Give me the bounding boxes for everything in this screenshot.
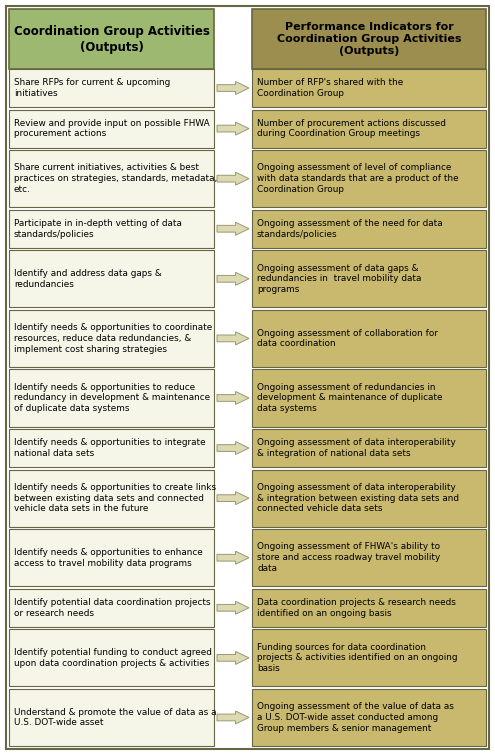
Text: Ongoing assessment of the need for data
standards/policies: Ongoing assessment of the need for data … <box>257 219 443 239</box>
FancyBboxPatch shape <box>252 589 486 627</box>
Text: Identify needs & opportunities to integrate
national data sets: Identify needs & opportunities to integr… <box>14 438 205 458</box>
Text: Ongoing assessment of data interoperability
& integration between existing data : Ongoing assessment of data interoperabil… <box>257 483 459 513</box>
FancyBboxPatch shape <box>9 689 214 746</box>
Text: Understand & promote the value of data as a
U.S. DOT-wide asset: Understand & promote the value of data a… <box>14 707 216 727</box>
FancyBboxPatch shape <box>9 369 214 427</box>
Polygon shape <box>217 122 249 135</box>
Polygon shape <box>217 442 249 455</box>
FancyBboxPatch shape <box>9 250 214 307</box>
Text: Ongoing assessment of redundancies in
development & maintenance of duplicate
dat: Ongoing assessment of redundancies in de… <box>257 383 443 413</box>
Text: Ongoing assessment of collaboration for
data coordination: Ongoing assessment of collaboration for … <box>257 328 438 348</box>
Text: Identify needs & opportunities to reduce
redundancy in development & maintenance: Identify needs & opportunities to reduce… <box>14 383 210 413</box>
FancyBboxPatch shape <box>9 310 214 367</box>
Text: Identify needs & opportunities to create links
between existing data sets and co: Identify needs & opportunities to create… <box>14 483 216 513</box>
Text: Number of RFP's shared with the
Coordination Group: Number of RFP's shared with the Coordina… <box>257 79 403 98</box>
Polygon shape <box>217 601 249 615</box>
Text: Identify needs & opportunities to coordinate
resources, reduce data redundancies: Identify needs & opportunities to coordi… <box>14 323 212 353</box>
FancyBboxPatch shape <box>252 689 486 746</box>
Text: Ongoing assessment of level of compliance
with data standards that are a product: Ongoing assessment of level of complianc… <box>257 163 459 194</box>
FancyBboxPatch shape <box>9 630 214 686</box>
Text: Funding sources for data coordination
projects & activities identified on an ong: Funding sources for data coordination pr… <box>257 643 457 673</box>
Text: Identify potential funding to conduct agreed
upon data coordination projects & a: Identify potential funding to conduct ag… <box>14 648 212 667</box>
Text: Number of procurement actions discussed
during Coordination Group meetings: Number of procurement actions discussed … <box>257 119 446 138</box>
FancyBboxPatch shape <box>9 210 214 248</box>
Polygon shape <box>217 711 249 724</box>
Text: Performance Indicators for
Coordination Group Activities
(Outputs): Performance Indicators for Coordination … <box>277 22 461 57</box>
Text: Identify and address data gaps &
redundancies: Identify and address data gaps & redunda… <box>14 269 162 288</box>
Text: Review and provide input on possible FHWA
procurement actions: Review and provide input on possible FHW… <box>14 119 210 138</box>
FancyBboxPatch shape <box>9 429 214 467</box>
FancyBboxPatch shape <box>252 9 486 69</box>
FancyBboxPatch shape <box>252 470 486 527</box>
FancyBboxPatch shape <box>9 109 214 148</box>
FancyBboxPatch shape <box>9 150 214 207</box>
Text: Coordination Group Activities
(Outputs): Coordination Group Activities (Outputs) <box>13 24 209 54</box>
FancyBboxPatch shape <box>252 150 486 207</box>
FancyBboxPatch shape <box>252 429 486 467</box>
FancyBboxPatch shape <box>252 210 486 248</box>
FancyBboxPatch shape <box>9 529 214 587</box>
FancyBboxPatch shape <box>252 529 486 587</box>
FancyBboxPatch shape <box>252 250 486 307</box>
FancyBboxPatch shape <box>9 9 214 69</box>
Text: Ongoing assessment of data interoperability
& integration of national data sets: Ongoing assessment of data interoperabil… <box>257 438 456 458</box>
Text: Ongoing assessment of FHWA's ability to
store and access roadway travel mobility: Ongoing assessment of FHWA's ability to … <box>257 543 440 573</box>
Text: Share current initiatives, activities & best
practices on strategies, standards,: Share current initiatives, activities & … <box>14 163 217 194</box>
Polygon shape <box>217 273 249 285</box>
FancyBboxPatch shape <box>252 369 486 427</box>
FancyBboxPatch shape <box>9 470 214 527</box>
FancyBboxPatch shape <box>9 589 214 627</box>
Text: Ongoing assessment of the value of data as
a U.S. DOT-wide asset conducted among: Ongoing assessment of the value of data … <box>257 702 454 732</box>
Text: Ongoing assessment of data gaps &
redundancies in  travel mobility data
programs: Ongoing assessment of data gaps & redund… <box>257 263 421 294</box>
Polygon shape <box>217 332 249 345</box>
Polygon shape <box>217 652 249 664</box>
Text: Participate in in-depth vetting of data
standards/policies: Participate in in-depth vetting of data … <box>14 219 182 239</box>
Polygon shape <box>217 82 249 94</box>
Text: Identify potential data coordination projects
or research needs: Identify potential data coordination pro… <box>14 598 211 618</box>
FancyBboxPatch shape <box>252 109 486 148</box>
Text: Data coordination projects & research needs
identified on an ongoing basis: Data coordination projects & research ne… <box>257 598 456 618</box>
Text: Share RFPs for current & upcoming
initiatives: Share RFPs for current & upcoming initia… <box>14 79 170 98</box>
Polygon shape <box>217 392 249 405</box>
Text: Identify needs & opportunities to enhance
access to travel mobility data program: Identify needs & opportunities to enhanc… <box>14 548 203 568</box>
FancyBboxPatch shape <box>9 69 214 107</box>
Polygon shape <box>217 172 249 185</box>
FancyBboxPatch shape <box>6 6 489 749</box>
FancyBboxPatch shape <box>252 630 486 686</box>
Polygon shape <box>217 492 249 504</box>
FancyBboxPatch shape <box>252 69 486 107</box>
Polygon shape <box>217 222 249 236</box>
FancyBboxPatch shape <box>252 310 486 367</box>
Polygon shape <box>217 551 249 564</box>
